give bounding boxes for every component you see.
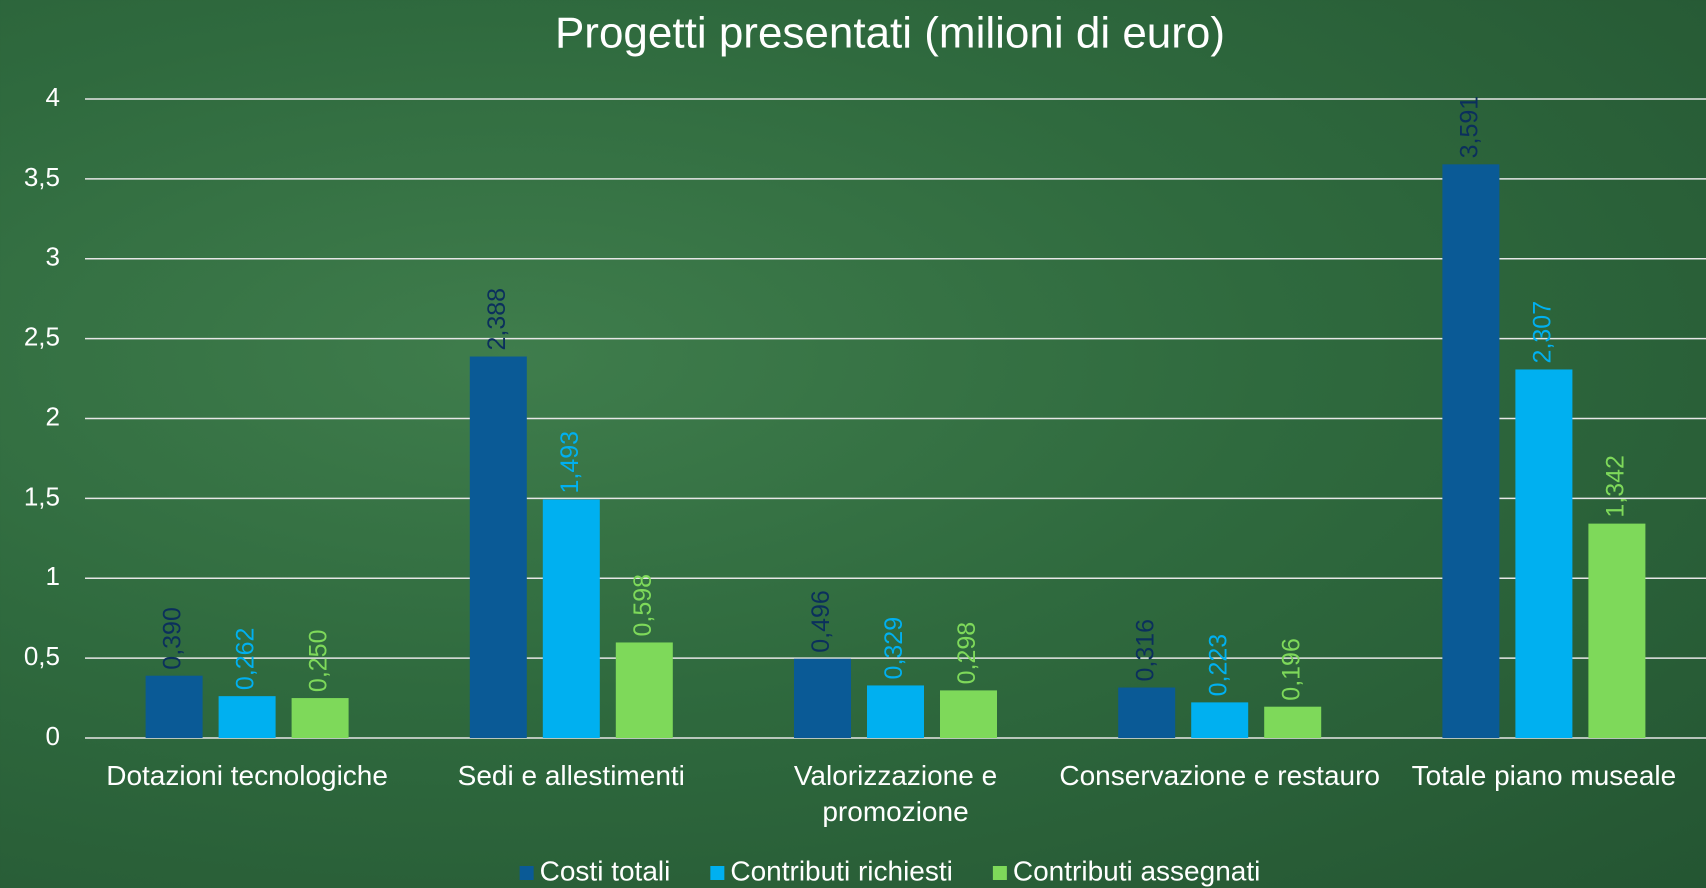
y-tick-label: 0,5 xyxy=(24,641,60,671)
data-label: 0,598 xyxy=(629,574,657,637)
bar xyxy=(1118,687,1176,738)
legend-swatch xyxy=(710,866,725,880)
bar xyxy=(1588,523,1646,738)
legend-label: Contributi richiesti xyxy=(730,855,953,886)
bar xyxy=(1515,369,1573,738)
bar xyxy=(615,642,673,738)
legend-swatch xyxy=(992,866,1007,880)
bar xyxy=(291,698,349,738)
data-label: 0,316 xyxy=(1131,619,1159,682)
data-label: 0,496 xyxy=(807,590,835,653)
bar xyxy=(145,675,203,738)
bar xyxy=(542,499,600,738)
x-tick-label: Totale piano museale xyxy=(1411,760,1677,791)
x-tick-label: Conservazione e restauro xyxy=(1059,760,1380,791)
bar xyxy=(1442,164,1500,738)
y-tick-label: 4 xyxy=(46,82,60,112)
bar xyxy=(1264,706,1322,738)
bar xyxy=(794,658,851,738)
data-label: 0,329 xyxy=(880,617,908,680)
data-label: 0,298 xyxy=(953,622,981,685)
data-label: 0,250 xyxy=(305,630,333,693)
data-label: 2,307 xyxy=(1529,301,1557,364)
data-label: 1,342 xyxy=(1602,455,1630,518)
bar xyxy=(218,696,276,738)
legend-swatch xyxy=(519,866,534,880)
chart-title: Progetti presentati (milioni di euro) xyxy=(555,9,1225,58)
y-tick-label: 1 xyxy=(46,561,60,591)
data-label: 2,388 xyxy=(483,288,511,351)
bar xyxy=(1191,702,1249,738)
data-label: 0,262 xyxy=(232,628,260,691)
y-tick-label: 2,5 xyxy=(24,322,60,352)
data-label: 1,493 xyxy=(556,431,584,494)
x-tick-label: Sedi e allestimenti xyxy=(457,760,685,791)
legend-label: Contributi assegnati xyxy=(1013,855,1260,886)
y-tick-label: 3,5 xyxy=(24,162,60,192)
x-tick-label: Dotazioni tecnologiche xyxy=(106,760,388,791)
data-label: 0,196 xyxy=(1277,638,1305,701)
y-tick-label: 0 xyxy=(46,721,60,751)
data-label: 3,591 xyxy=(1456,96,1484,159)
x-tick-label: Valorizzazione e promozione xyxy=(793,760,998,827)
bar xyxy=(867,685,924,738)
bar xyxy=(469,356,527,738)
data-label: 0,223 xyxy=(1204,634,1232,697)
y-tick-label: 3 xyxy=(46,242,60,272)
data-label: 0,390 xyxy=(159,607,187,670)
bar xyxy=(940,690,997,738)
y-tick-label: 1,5 xyxy=(24,481,60,511)
legend-label: Costi totali xyxy=(540,855,671,886)
y-tick-label: 2 xyxy=(46,401,60,431)
